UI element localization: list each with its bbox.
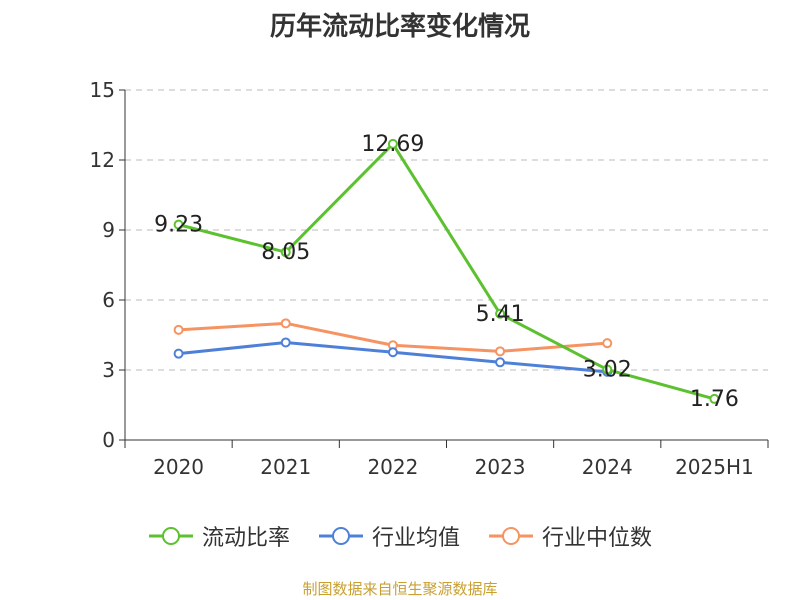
x-tick-label: 2022 [367,455,418,479]
legend: 流动比率 行业均值 行业中位数 [0,520,800,552]
legend-swatch [148,527,193,545]
data-labels: 9.23 8.05 12.69 5.41 3.02 1.76 [154,132,739,412]
data-point [173,324,184,335]
data-point [709,393,720,404]
y-tick-label: 15 [90,78,115,102]
x-tick-label: 2024 [582,455,633,479]
legend-label: 流动比率 [201,526,290,551]
legend-item[interactable]: 行业中位数 [488,520,652,552]
legend-label: 行业中位数 [542,526,653,551]
y-tick-label: 9 [102,218,115,242]
legend-swatch [489,527,533,545]
source-note: 制图数据来自恒生聚源数据库 [302,580,498,598]
legend-swatch [318,527,363,545]
data-point [495,346,506,357]
data-point [280,318,291,329]
data-point [173,219,184,230]
data-label: 1.76 [690,387,739,412]
data-label: 9.23 [154,213,203,238]
data-point [602,364,613,375]
data-point [495,308,506,319]
legend-item[interactable]: 行业均值 [318,520,460,552]
legend-swatch-marker [161,527,180,545]
series-lines [173,138,720,404]
y-tick-label: 6 [102,288,115,312]
x-tick-label: 2025H1 [675,455,754,479]
legend-item[interactable]: 流动比率 [148,520,290,552]
y-tick-label: 12 [90,148,115,172]
data-label: 12.69 [361,132,424,157]
chart-title: 历年流动比率变化情况 [269,12,530,42]
x-tick-label: 2021 [260,455,311,479]
y-tick-label: 0 [102,428,115,452]
x-tick-label: 2020 [153,455,204,479]
data-point [173,348,184,359]
data-point [280,337,291,348]
data-point [280,247,291,258]
legend-swatch-marker [331,527,350,545]
data-point [602,338,613,349]
series-line-0 [178,142,715,401]
data-point [387,347,398,358]
data-point [495,357,506,368]
y-tick-label: 3 [102,358,115,382]
x-tick-label: 2023 [475,455,526,479]
data-point [387,138,398,149]
legend-swatch-marker [502,527,520,545]
data-label: 8.05 [261,240,310,265]
data-label: 5.41 [476,302,525,327]
legend-label: 行业均值 [371,526,460,551]
data-label: 3.02 [583,358,632,383]
axes: 0 3 6 9 12 15 2020 2021 2022 2023 2024 2025H1 [90,78,769,479]
